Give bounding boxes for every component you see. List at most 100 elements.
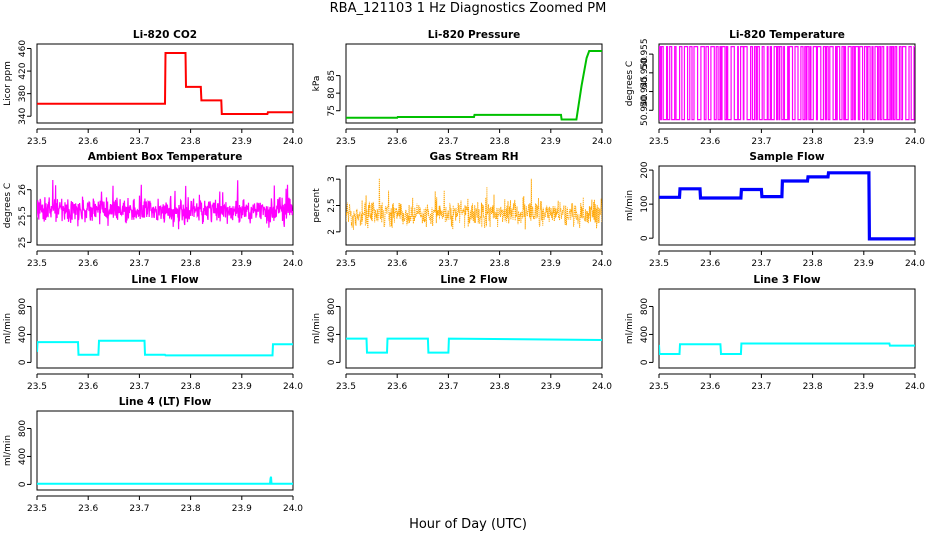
x-tick-label: 23.5 [27,504,47,514]
y-axis-label: ml/min [312,313,322,344]
y-tick-label: 26 [18,184,28,196]
plot-frame [345,43,603,124]
y-axis-label: percent [312,188,322,223]
y-axis-label: ml/min [3,435,13,466]
x-tick-label: 23.6 [387,259,407,269]
x-tick-label: 23.7 [751,137,771,147]
data-series [659,342,915,355]
y-tick-label: 100 [640,195,650,212]
panel-1: Li-820 CO2 Licor ppm 23.5 23.6 23.7 23.8 23.9 2… [3,29,303,147]
y-tick-label: 50.955 [640,38,650,70]
x-tick-label: 23.9 [232,382,252,392]
y-tick-label: 400 [640,326,650,343]
data-series [346,50,602,121]
panel-title: Li-820 Temperature [729,29,845,41]
x-tick-label: 23.5 [336,382,356,392]
x-tick-label: 23.6 [78,504,98,514]
x-tick-label: 23.5 [27,137,47,147]
y-tick-label: 0 [18,359,28,365]
x-tick-label: 23.9 [232,504,252,514]
x-tick-label: 23.9 [232,259,252,269]
x-tick-label: 23.8 [490,137,510,147]
x-tick-label: 23.8 [181,504,201,514]
y-tick-label: 0 [640,359,650,365]
x-axis-label: Hour of Day (UTC) [409,517,527,532]
x-tick-label: 23.9 [541,382,561,392]
y-tick-label: 0 [327,359,337,365]
x-tick-label: 23.5 [336,259,356,269]
x-tick-label: 23.6 [387,137,407,147]
y-tick-label: 340 [18,107,28,124]
x-tick-label: 23.8 [490,259,510,269]
panel-title: Li-820 Pressure [428,29,521,41]
x-tick-label: 23.5 [649,137,669,147]
series-line [659,45,915,121]
plot-frame [658,165,916,246]
x-tick-label: 23.9 [232,137,252,147]
data-series [37,52,293,115]
x-tick-label: 23.7 [438,137,458,147]
y-tick-label: 800 [327,298,337,315]
y-tick-label: 3 [327,176,337,182]
x-tick-label: 23.6 [78,137,98,147]
series-line [37,179,293,230]
x-tick-label: 23.6 [700,259,720,269]
panel-2: Li-820 Pressure kPa 23.5 23.6 23.7 23.8 23.9 24… [312,29,612,147]
panel-title: Line 1 Flow [131,274,198,286]
x-tick-label: 23.7 [438,382,458,392]
panel-7: Line 1 Flow ml/min 23.5 23.6 23.7 23.8 23.9 24.… [3,274,303,392]
x-tick-label: 23.5 [27,382,47,392]
x-tick-label: 23.5 [649,382,669,392]
y-axis-label: ml/min [625,190,635,221]
y-axis-label: degrees C [625,61,635,106]
x-tick-label: 23.6 [700,382,720,392]
y-axis-label: ml/min [3,313,13,344]
x-tick-label: 23.8 [803,137,823,147]
panel-4: Ambient Box Temperature degrees C 23.5 23.6… [3,151,303,269]
panel-title: Line 3 Flow [753,274,820,286]
panel-title: Line 4 (LT) Flow [119,396,212,408]
data-series [659,171,915,241]
panel-title: Line 2 Flow [440,274,507,286]
x-tick-label: 23.5 [336,137,356,147]
series-line [346,337,602,354]
panel-10: Line 4 (LT) Flow ml/min 23.5 23.6 23.7 23.8 23… [3,396,303,514]
plot-frame [345,165,603,246]
y-tick-label: 800 [640,298,650,315]
y-tick-label: 50.940 [640,94,650,126]
data-series [37,476,293,485]
panel-title: Sample Flow [749,151,824,163]
y-tick-label: 800 [18,420,28,437]
x-tick-label: 24.0 [592,382,612,392]
y-tick-label: 380 [18,85,28,102]
series-line [659,342,915,355]
y-tick-label: 75 [327,105,337,116]
x-tick-label: 24.0 [283,382,303,392]
plot-frame [658,288,916,369]
y-axis-label: Licor ppm [3,61,13,106]
x-tick-label: 23.8 [803,382,823,392]
series-line [37,52,293,115]
panel-8: Line 2 Flow ml/min 23.5 23.6 23.7 23.8 23.9 24.… [312,274,612,392]
y-axis-label: kPa [312,76,322,92]
series-line [37,339,293,357]
x-tick-label: 23.8 [490,382,510,392]
y-tick-label: 25.5 [18,206,28,226]
y-tick-label: 400 [18,448,28,465]
y-tick-label: 460 [18,40,28,57]
x-tick-label: 23.7 [129,137,149,147]
data-series [37,179,293,230]
y-tick-label: 800 [18,298,28,315]
x-tick-label: 23.7 [129,382,149,392]
x-tick-label: 24.0 [905,137,925,147]
panel-title: Ambient Box Temperature [88,151,243,163]
x-tick-label: 23.8 [181,259,201,269]
x-tick-label: 23.7 [751,382,771,392]
series-line [346,178,602,231]
x-tick-label: 24.0 [905,382,925,392]
x-tick-label: 23.9 [541,259,561,269]
x-tick-label: 23.5 [27,259,47,269]
y-tick-label: 400 [327,326,337,343]
x-tick-label: 23.7 [751,259,771,269]
